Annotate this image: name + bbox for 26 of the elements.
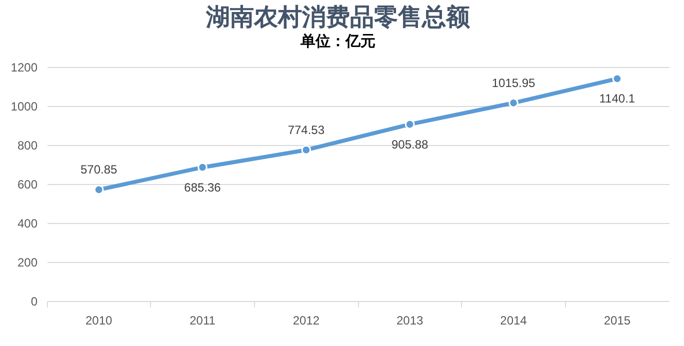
chart-title: 湖南农村消费品零售总额 [205, 4, 471, 31]
y-tick-label: 0 [30, 294, 38, 308]
x-tick-label: 2015 [604, 314, 631, 328]
data-label: 1140.1 [599, 92, 636, 106]
y-tick-label: 800 [17, 138, 38, 152]
data-label: 685.36 [184, 180, 222, 194]
point [198, 162, 208, 172]
y-tick-label: 400 [17, 216, 38, 230]
y-tick-label: 200 [17, 256, 38, 270]
x-tick-label: 2012 [292, 314, 320, 328]
point [94, 184, 104, 195]
y-tick-label: 600 [17, 178, 38, 192]
x-tick-label: 2011 [190, 314, 216, 328]
point [404, 119, 415, 130]
point [301, 145, 312, 155]
y-tick-label: 1200 [10, 60, 38, 74]
x-tick-label: 2010 [85, 314, 113, 328]
x-tick-label: 2014 [500, 314, 528, 328]
y-tick-label: 1000 [10, 100, 38, 114]
data-label: 905.88 [391, 137, 429, 152]
point [612, 74, 622, 84]
data-label: 774.53 [288, 122, 325, 137]
data-label: 1015.95 [492, 76, 536, 90]
chart-subtitle: 单位：亿元 [300, 33, 376, 50]
x-tick-label: 2013 [396, 314, 424, 328]
data-label: 570.85 [80, 162, 118, 177]
